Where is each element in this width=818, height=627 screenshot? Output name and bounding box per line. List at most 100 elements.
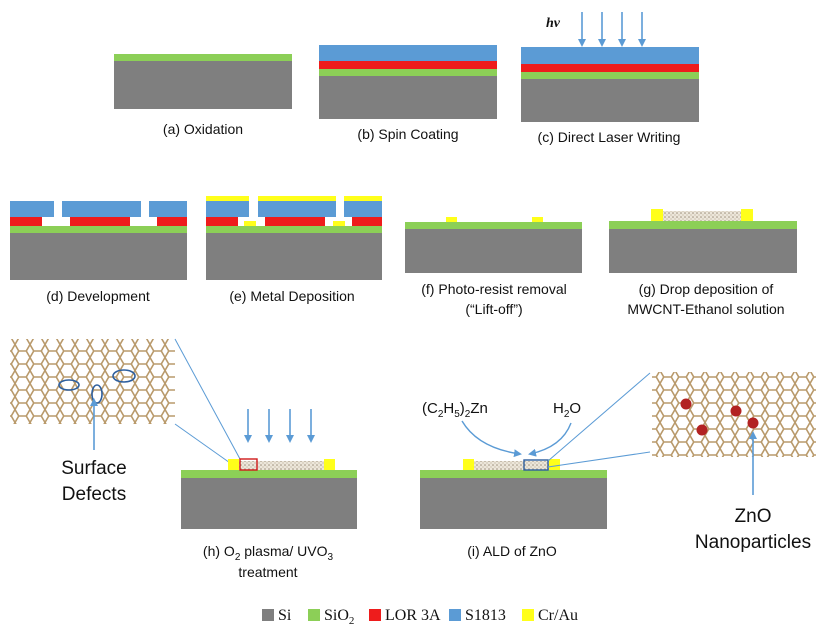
surface-defects-line1: Surface bbox=[61, 458, 126, 479]
zno-label-line1: ZnO bbox=[735, 506, 772, 527]
s1813-block bbox=[10, 201, 54, 217]
lor-block bbox=[157, 217, 187, 226]
s1813-block bbox=[206, 201, 249, 217]
crau-pad bbox=[244, 221, 256, 226]
mwcnt-film bbox=[239, 461, 324, 470]
lor-block bbox=[352, 217, 382, 226]
crau-pad bbox=[324, 459, 335, 470]
zoom-line bbox=[547, 372, 651, 462]
crau-pad bbox=[741, 209, 753, 221]
step-a-oxidation: (a) Oxidation bbox=[114, 54, 292, 137]
s1813-layer bbox=[521, 47, 699, 64]
zno-nanoparticle bbox=[680, 398, 692, 410]
legend-label-crau: Cr/Au bbox=[538, 607, 578, 624]
sio2-layer bbox=[420, 470, 607, 478]
crau-pad bbox=[333, 221, 345, 226]
si-layer bbox=[609, 229, 797, 273]
s1813-block bbox=[149, 201, 187, 217]
crau-pad bbox=[549, 459, 560, 470]
crau-pad bbox=[446, 217, 457, 222]
surface-defects-line2: Defects bbox=[62, 484, 126, 505]
lor-block bbox=[265, 217, 325, 226]
precursor-diethylzinc: (C2H5)2Zn bbox=[422, 400, 488, 420]
crau-top bbox=[258, 196, 336, 201]
step-d-development: (d) Development bbox=[10, 201, 187, 304]
si-layer bbox=[181, 478, 357, 529]
precursor-arrow bbox=[461, 420, 522, 458]
zoom-box bbox=[523, 459, 549, 471]
s1813-block bbox=[344, 201, 382, 217]
zoom-line bbox=[547, 451, 651, 468]
si-layer bbox=[521, 79, 699, 122]
lor-block bbox=[70, 217, 130, 226]
si-layer bbox=[420, 478, 607, 529]
legend-swatch-si bbox=[262, 609, 274, 621]
step-g-drop-deposition: (g) Drop deposition of MWCNT-Ethanol sol… bbox=[609, 209, 797, 317]
zno-label-line2: Nanoparticles bbox=[695, 532, 811, 553]
crau-pad bbox=[228, 459, 239, 470]
sio2-layer bbox=[521, 72, 699, 79]
zoom-line bbox=[174, 338, 241, 460]
step-h-plasma-treatment: Surface Defects (h) O2 plasma/ UVO3 trea… bbox=[10, 338, 357, 580]
nanotube-illustration bbox=[10, 339, 175, 424]
si-layer bbox=[319, 76, 497, 119]
step-i-label: (i) ALD of ZnO bbox=[467, 543, 557, 559]
step-c-label: (c) Direct Laser Writing bbox=[538, 129, 681, 145]
mwcnt-film bbox=[474, 461, 549, 470]
legend-swatch-lor bbox=[369, 609, 381, 621]
step-g-label-line1: (g) Drop deposition of bbox=[639, 281, 774, 297]
defect-marker bbox=[112, 369, 136, 383]
step-f-label-line2: (“Lift-off”) bbox=[465, 301, 522, 317]
lor-layer bbox=[319, 61, 497, 69]
step-b-label: (b) Spin Coating bbox=[357, 126, 458, 142]
step-a-label: (a) Oxidation bbox=[163, 121, 243, 137]
step-c-direct-laser-writing: hν (c) Direct Laser Writing bbox=[521, 12, 699, 145]
step-h-label: (h) O2 plasma/ UVO3 bbox=[203, 543, 334, 563]
legend-swatch-sio2 bbox=[308, 609, 320, 621]
s1813-block bbox=[258, 201, 336, 217]
step-g-label-line2: MWCNT-Ethanol solution bbox=[627, 301, 784, 317]
crau-pad bbox=[532, 217, 543, 222]
sio2-layer bbox=[319, 69, 497, 76]
legend-swatch-crau bbox=[522, 609, 534, 621]
defect-marker bbox=[58, 379, 80, 391]
precursor-water: H2O bbox=[553, 400, 581, 420]
s1813-block bbox=[62, 201, 141, 217]
zno-nanoparticle bbox=[696, 424, 708, 436]
sio2-layer bbox=[181, 470, 357, 478]
si-layer bbox=[114, 61, 292, 109]
crau-pad bbox=[463, 459, 474, 470]
sio2-layer bbox=[405, 222, 582, 229]
legend-swatch-s1813 bbox=[449, 609, 461, 621]
crau-top bbox=[344, 196, 382, 201]
legend-label-s1813: S1813 bbox=[465, 607, 506, 624]
lor-block bbox=[10, 217, 42, 226]
crau-pad bbox=[651, 209, 663, 221]
legend: Si SiO2 LOR 3A S1813 Cr/Au bbox=[262, 607, 578, 627]
si-layer bbox=[10, 233, 187, 280]
step-f-lift-off: (f) Photo-resist removal (“Lift-off”) bbox=[405, 217, 582, 317]
sio2-layer bbox=[10, 226, 187, 233]
step-e-metal-deposition: (e) Metal Deposition bbox=[206, 196, 382, 304]
legend-label-sio2: SiO2 bbox=[324, 607, 354, 627]
mwcnt-film bbox=[663, 211, 741, 221]
si-layer bbox=[405, 229, 582, 273]
precursor-arrow bbox=[528, 422, 572, 457]
step-h-label-line2: treatment bbox=[238, 564, 297, 580]
step-e-label: (e) Metal Deposition bbox=[229, 288, 354, 304]
sio2-layer bbox=[206, 226, 382, 233]
zno-nanoparticle bbox=[730, 405, 742, 417]
legend-label-si: Si bbox=[278, 607, 292, 624]
sio2-layer bbox=[114, 54, 292, 61]
step-b-spin-coating: (b) Spin Coating bbox=[319, 45, 497, 142]
legend-label-lor: LOR 3A bbox=[385, 607, 441, 624]
lor-block bbox=[206, 217, 238, 226]
sio2-layer bbox=[609, 221, 797, 229]
step-i-ald-zno: (C2H5)2Zn H2O (i) ALD of ZnO ZnO Nanopar… bbox=[420, 372, 816, 559]
step-d-label: (d) Development bbox=[46, 288, 150, 304]
crau-top bbox=[206, 196, 249, 201]
s1813-layer bbox=[319, 45, 497, 61]
si-layer bbox=[206, 233, 382, 280]
zoom-box bbox=[239, 458, 258, 471]
